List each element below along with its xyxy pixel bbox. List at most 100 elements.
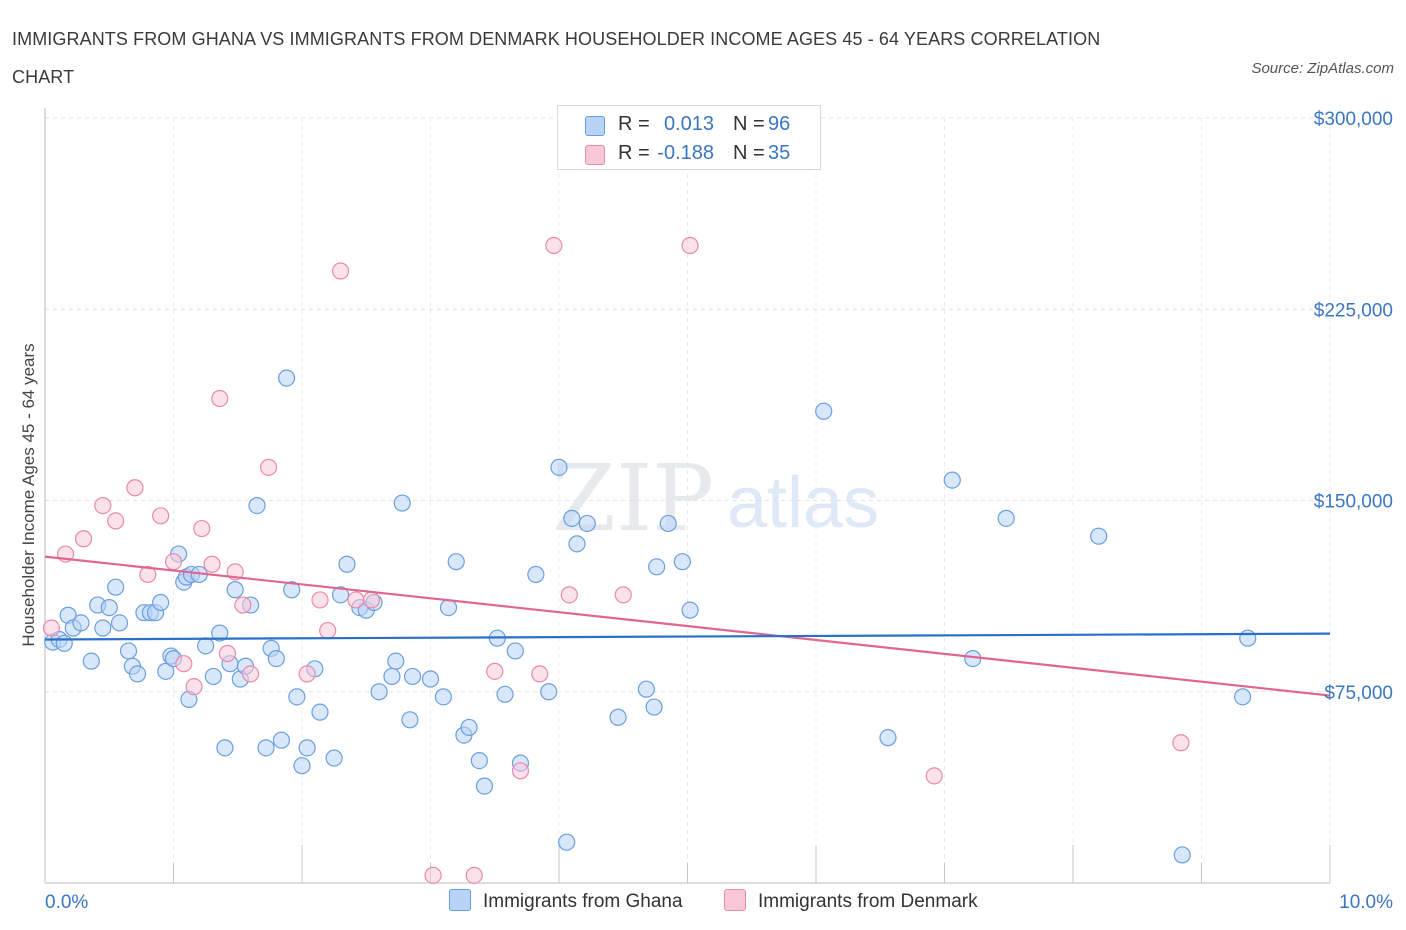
axes xyxy=(44,108,1331,884)
legend-n-label: N = xyxy=(733,113,765,135)
ghana-point xyxy=(257,739,275,757)
ghana-point xyxy=(475,777,494,795)
legend-r-label: R = xyxy=(618,113,650,135)
ghana-point xyxy=(248,497,266,515)
legend-r-value-denmark: -0.188 xyxy=(657,142,714,164)
denmark-point xyxy=(211,389,229,408)
ghana-point xyxy=(1234,688,1252,706)
correlation-legend: R = 0.013 N = 96 R = -0.188 N = 35 xyxy=(557,105,821,170)
ghana-point xyxy=(226,581,244,599)
ghana-point xyxy=(72,614,90,632)
ghana-point xyxy=(439,598,458,617)
denmark-point xyxy=(545,236,563,255)
ghana-point xyxy=(815,402,833,420)
ghana-point xyxy=(157,662,175,680)
ghana-point xyxy=(609,708,627,726)
x-tick-label-min: 0.0% xyxy=(45,892,88,913)
ghana-point xyxy=(293,757,311,775)
denmark-point xyxy=(681,236,699,255)
ghana-point xyxy=(216,739,234,757)
ghana-point xyxy=(434,688,452,706)
denmark-point xyxy=(185,678,203,696)
ghana-point xyxy=(387,652,405,670)
denmark-point xyxy=(614,586,632,604)
ghana-point xyxy=(496,685,514,703)
denmark-point xyxy=(560,586,578,604)
ghana-point xyxy=(997,509,1015,527)
ghana-point xyxy=(283,581,301,599)
ghana-point xyxy=(288,688,306,706)
legend-swatch-ghana xyxy=(585,116,605,136)
ghana-point xyxy=(128,665,147,683)
denmark-point xyxy=(259,458,278,476)
ghana-point xyxy=(338,555,356,573)
legend-r-value-ghana: 0.013 xyxy=(663,113,714,135)
ghana-point xyxy=(325,749,343,767)
denmark-point xyxy=(234,596,252,614)
legend-swatch-ghana xyxy=(449,889,471,911)
ghana-point xyxy=(637,680,655,698)
trend-lines xyxy=(44,555,1331,697)
denmark-point xyxy=(139,565,157,584)
series-ghana-points xyxy=(44,369,1257,864)
ghana-point xyxy=(94,619,112,637)
ghana-point xyxy=(82,652,100,670)
ghana-point xyxy=(879,729,897,747)
ghana-point xyxy=(211,624,229,642)
legend-n-label: N = xyxy=(733,142,765,164)
legend-n-value-ghana: 96 xyxy=(768,113,791,135)
watermark-zip: ZIP xyxy=(552,445,714,552)
denmark-trend-line xyxy=(44,555,1331,697)
denmark-point xyxy=(164,553,183,571)
denmark-point xyxy=(242,665,260,683)
legend-n-value-denmark: 35 xyxy=(768,142,791,164)
legend-item-denmark[interactable]: Immigrants from Denmark xyxy=(724,888,978,916)
denmark-point xyxy=(311,591,329,609)
legend-row-denmark: R = -0.188 N = 35 xyxy=(558,138,820,168)
legend-swatch-denmark xyxy=(585,145,605,165)
ghana-point xyxy=(107,578,125,596)
ghana-point xyxy=(470,751,488,770)
ghana-point xyxy=(370,683,388,701)
ghana-point xyxy=(659,514,677,533)
ghana-point xyxy=(298,739,316,757)
ghana-point xyxy=(460,718,478,737)
denmark-point xyxy=(203,555,221,573)
ghana-point xyxy=(110,614,129,632)
y-tick-label: $75,000 xyxy=(1324,683,1393,704)
denmark-point xyxy=(298,665,316,683)
source-credit: Source: ZipAtlas.com xyxy=(1251,60,1394,77)
ghana-point xyxy=(119,642,138,660)
ghana-point xyxy=(673,553,691,571)
watermark-atlas: atlas xyxy=(727,463,879,543)
denmark-point xyxy=(347,591,365,609)
ghana-point xyxy=(331,586,350,604)
denmark-point xyxy=(331,262,350,280)
ghana-point xyxy=(197,637,215,655)
denmark-point xyxy=(126,479,144,497)
denmark-point xyxy=(193,519,211,538)
legend-label-denmark: Immigrants from Denmark xyxy=(758,891,978,912)
chart-title: IMMIGRANTS FROM GHANA VS IMMIGRANTS FROM… xyxy=(12,29,1101,87)
ghana-point xyxy=(681,601,699,619)
ghana-point xyxy=(563,509,581,527)
denmark-point xyxy=(362,591,380,609)
ghana-point xyxy=(1239,629,1257,647)
denmark-point xyxy=(319,621,337,640)
ghana-point xyxy=(540,683,558,701)
y-tick-label: $300,000 xyxy=(1314,109,1393,130)
denmark-point xyxy=(531,665,549,683)
legend-row-ghana: R = 0.013 N = 96 xyxy=(558,109,820,139)
ghana-point xyxy=(943,471,961,489)
ghana-point xyxy=(645,698,663,716)
ghana-point xyxy=(1173,846,1191,864)
ghana-point xyxy=(447,553,465,571)
denmark-point xyxy=(1172,734,1190,752)
ghana-trend-line xyxy=(44,632,1331,641)
ghana-point xyxy=(403,667,422,686)
x-tick-label-max: 10.0% xyxy=(1339,892,1393,913)
ghana-point xyxy=(578,514,596,533)
denmark-point xyxy=(42,619,61,637)
legend-item-ghana[interactable]: Immigrants from Ghana xyxy=(449,888,683,916)
